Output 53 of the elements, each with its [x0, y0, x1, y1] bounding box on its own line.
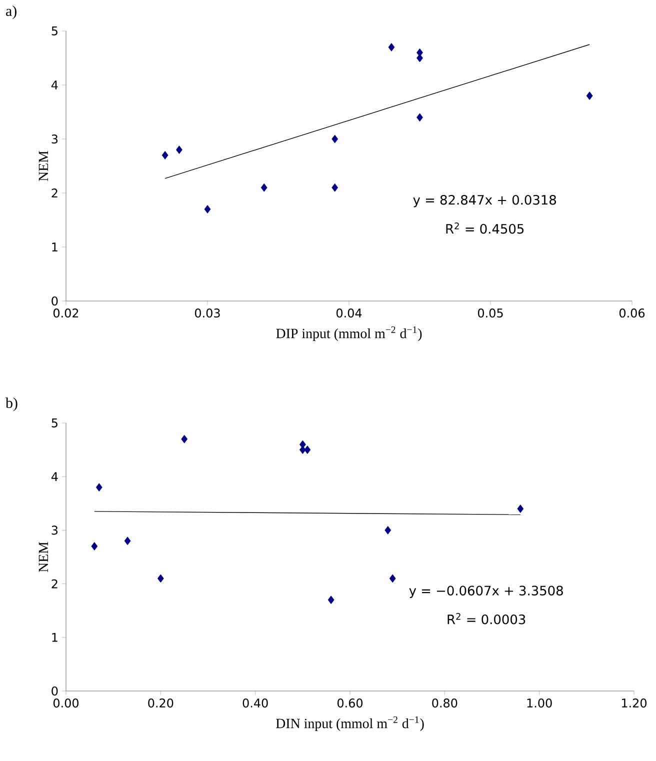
point: [260, 183, 268, 192]
point: [204, 204, 211, 214]
annotation: y = 82.847x + 0.0318: [413, 194, 556, 208]
y-tick-label: 5: [52, 418, 58, 428]
y-axis-title: NEM: [38, 150, 48, 182]
point: [328, 596, 334, 604]
point: [162, 150, 168, 160]
x-tick-label: 0.04: [336, 308, 362, 318]
chart-title: a): [6, 6, 16, 20]
y-tick-label: 2: [52, 579, 58, 588]
x-tick-label: 0.05: [478, 308, 503, 318]
point: [332, 183, 338, 192]
x-tick-label: 0.06: [619, 308, 645, 318]
x-tick-label: 0.20: [148, 698, 174, 708]
y-axis-title: NEM: [38, 542, 48, 572]
x-tick-label: 0.02: [53, 308, 78, 318]
point: [332, 134, 338, 144]
x-tick-label: 0.80: [432, 698, 458, 708]
point: [388, 42, 395, 52]
annotation: y = −0.0607x + 3.3508: [409, 586, 563, 598]
point: [304, 446, 311, 454]
x-tick-label: 0.40: [242, 698, 268, 708]
x-axis-title: DIN input (mmol m$^{−2}$ d$^{−1}$): [276, 716, 424, 732]
point: [91, 542, 98, 550]
y-tick-label: 0: [52, 296, 58, 306]
point: [124, 536, 131, 546]
x-axis-title: DIP input (mmol m$^{−2}$ d$^{−1}$): [276, 326, 422, 342]
chart-title: b): [6, 398, 18, 412]
x-tick-label: 0.60: [337, 698, 363, 708]
point: [586, 92, 593, 100]
x-tick-label: 0.03: [194, 308, 220, 318]
y-tick-label: 3: [52, 526, 58, 535]
point: [176, 146, 182, 154]
y-tick-label: 3: [52, 134, 58, 144]
point: [416, 113, 423, 122]
y-tick-label: 5: [52, 26, 58, 36]
point: [517, 504, 524, 513]
x-tick-label: 1.20: [622, 698, 647, 708]
y-tick-label: 4: [51, 472, 58, 481]
x-tick-label: 0.00: [53, 698, 79, 708]
x-tick-label: 1.00: [527, 698, 552, 708]
y-tick-label: 1: [52, 242, 58, 252]
y-tick-label: 4: [51, 80, 58, 90]
y-tick-label: 1: [52, 633, 58, 642]
annotation: R$^{2}$ = 0.0003: [448, 613, 526, 624]
y-tick-label: 2: [52, 188, 58, 198]
point: [96, 483, 102, 492]
point: [384, 526, 392, 534]
y-tick-label: 0: [52, 686, 58, 696]
annotation: R$^{2}$ = 0.4505: [446, 222, 524, 234]
point: [181, 434, 188, 444]
point: [157, 574, 164, 583]
point: [389, 574, 396, 583]
